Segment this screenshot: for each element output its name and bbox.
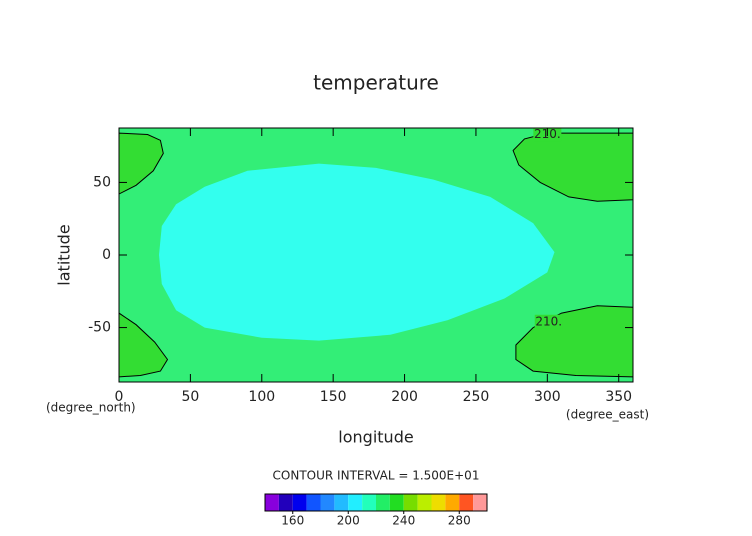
contour-interval: CONTOUR INTERVAL = 1.500E+01 <box>273 469 480 483</box>
unit-label: (degree_east) <box>566 408 649 422</box>
colorbar-box <box>431 494 446 511</box>
x-tick-label: 100 <box>248 389 275 405</box>
y-tick-label: 50 <box>93 174 111 190</box>
colorbar-box <box>306 494 321 511</box>
colorbar-box <box>334 494 349 511</box>
colorbar-box <box>403 494 418 511</box>
colorbar-label: 200 <box>337 514 360 528</box>
x-tick-label: 150 <box>320 389 347 405</box>
colorbar-box <box>320 494 335 511</box>
colorbar-box <box>445 494 460 511</box>
x-tick-label: 0 <box>115 389 124 405</box>
x-axis-title: longitude <box>338 428 413 447</box>
colorbar-box <box>292 494 307 511</box>
contour-region <box>119 132 164 195</box>
colorbar-frame <box>264 493 488 512</box>
colorbar-box <box>362 494 376 511</box>
x-tick-label: 50 <box>181 389 199 405</box>
plot-area <box>119 128 633 382</box>
colorbar-box <box>473 494 487 511</box>
contour-region <box>159 163 555 341</box>
contour-label-bg <box>534 314 563 329</box>
chart-title: temperature <box>313 71 439 95</box>
colorbar-label: 280 <box>448 514 471 528</box>
x-tick-label: 250 <box>463 389 490 405</box>
colorbar-box <box>389 494 404 511</box>
x-tick-label: 300 <box>534 389 561 405</box>
colorbar-label: 160 <box>281 514 304 528</box>
unit-label: (degree_north) <box>46 401 136 415</box>
colorbar-box <box>417 494 432 511</box>
colorbar-box <box>376 494 390 511</box>
contour-label: 210. <box>535 314 562 328</box>
y-tick-label: -50 <box>88 320 111 336</box>
y-tick-label: 0 <box>102 247 111 263</box>
colorbar-box <box>265 494 279 511</box>
colorbar-box <box>348 494 363 511</box>
x-tick-label: 200 <box>391 389 418 405</box>
colorbar-box <box>278 494 293 511</box>
contour-region <box>119 312 169 378</box>
colorbar-label: 240 <box>392 514 415 528</box>
x-tick-label: 350 <box>605 389 632 405</box>
colorbar-box <box>459 494 474 511</box>
y-axis-title: latitude <box>55 224 74 285</box>
